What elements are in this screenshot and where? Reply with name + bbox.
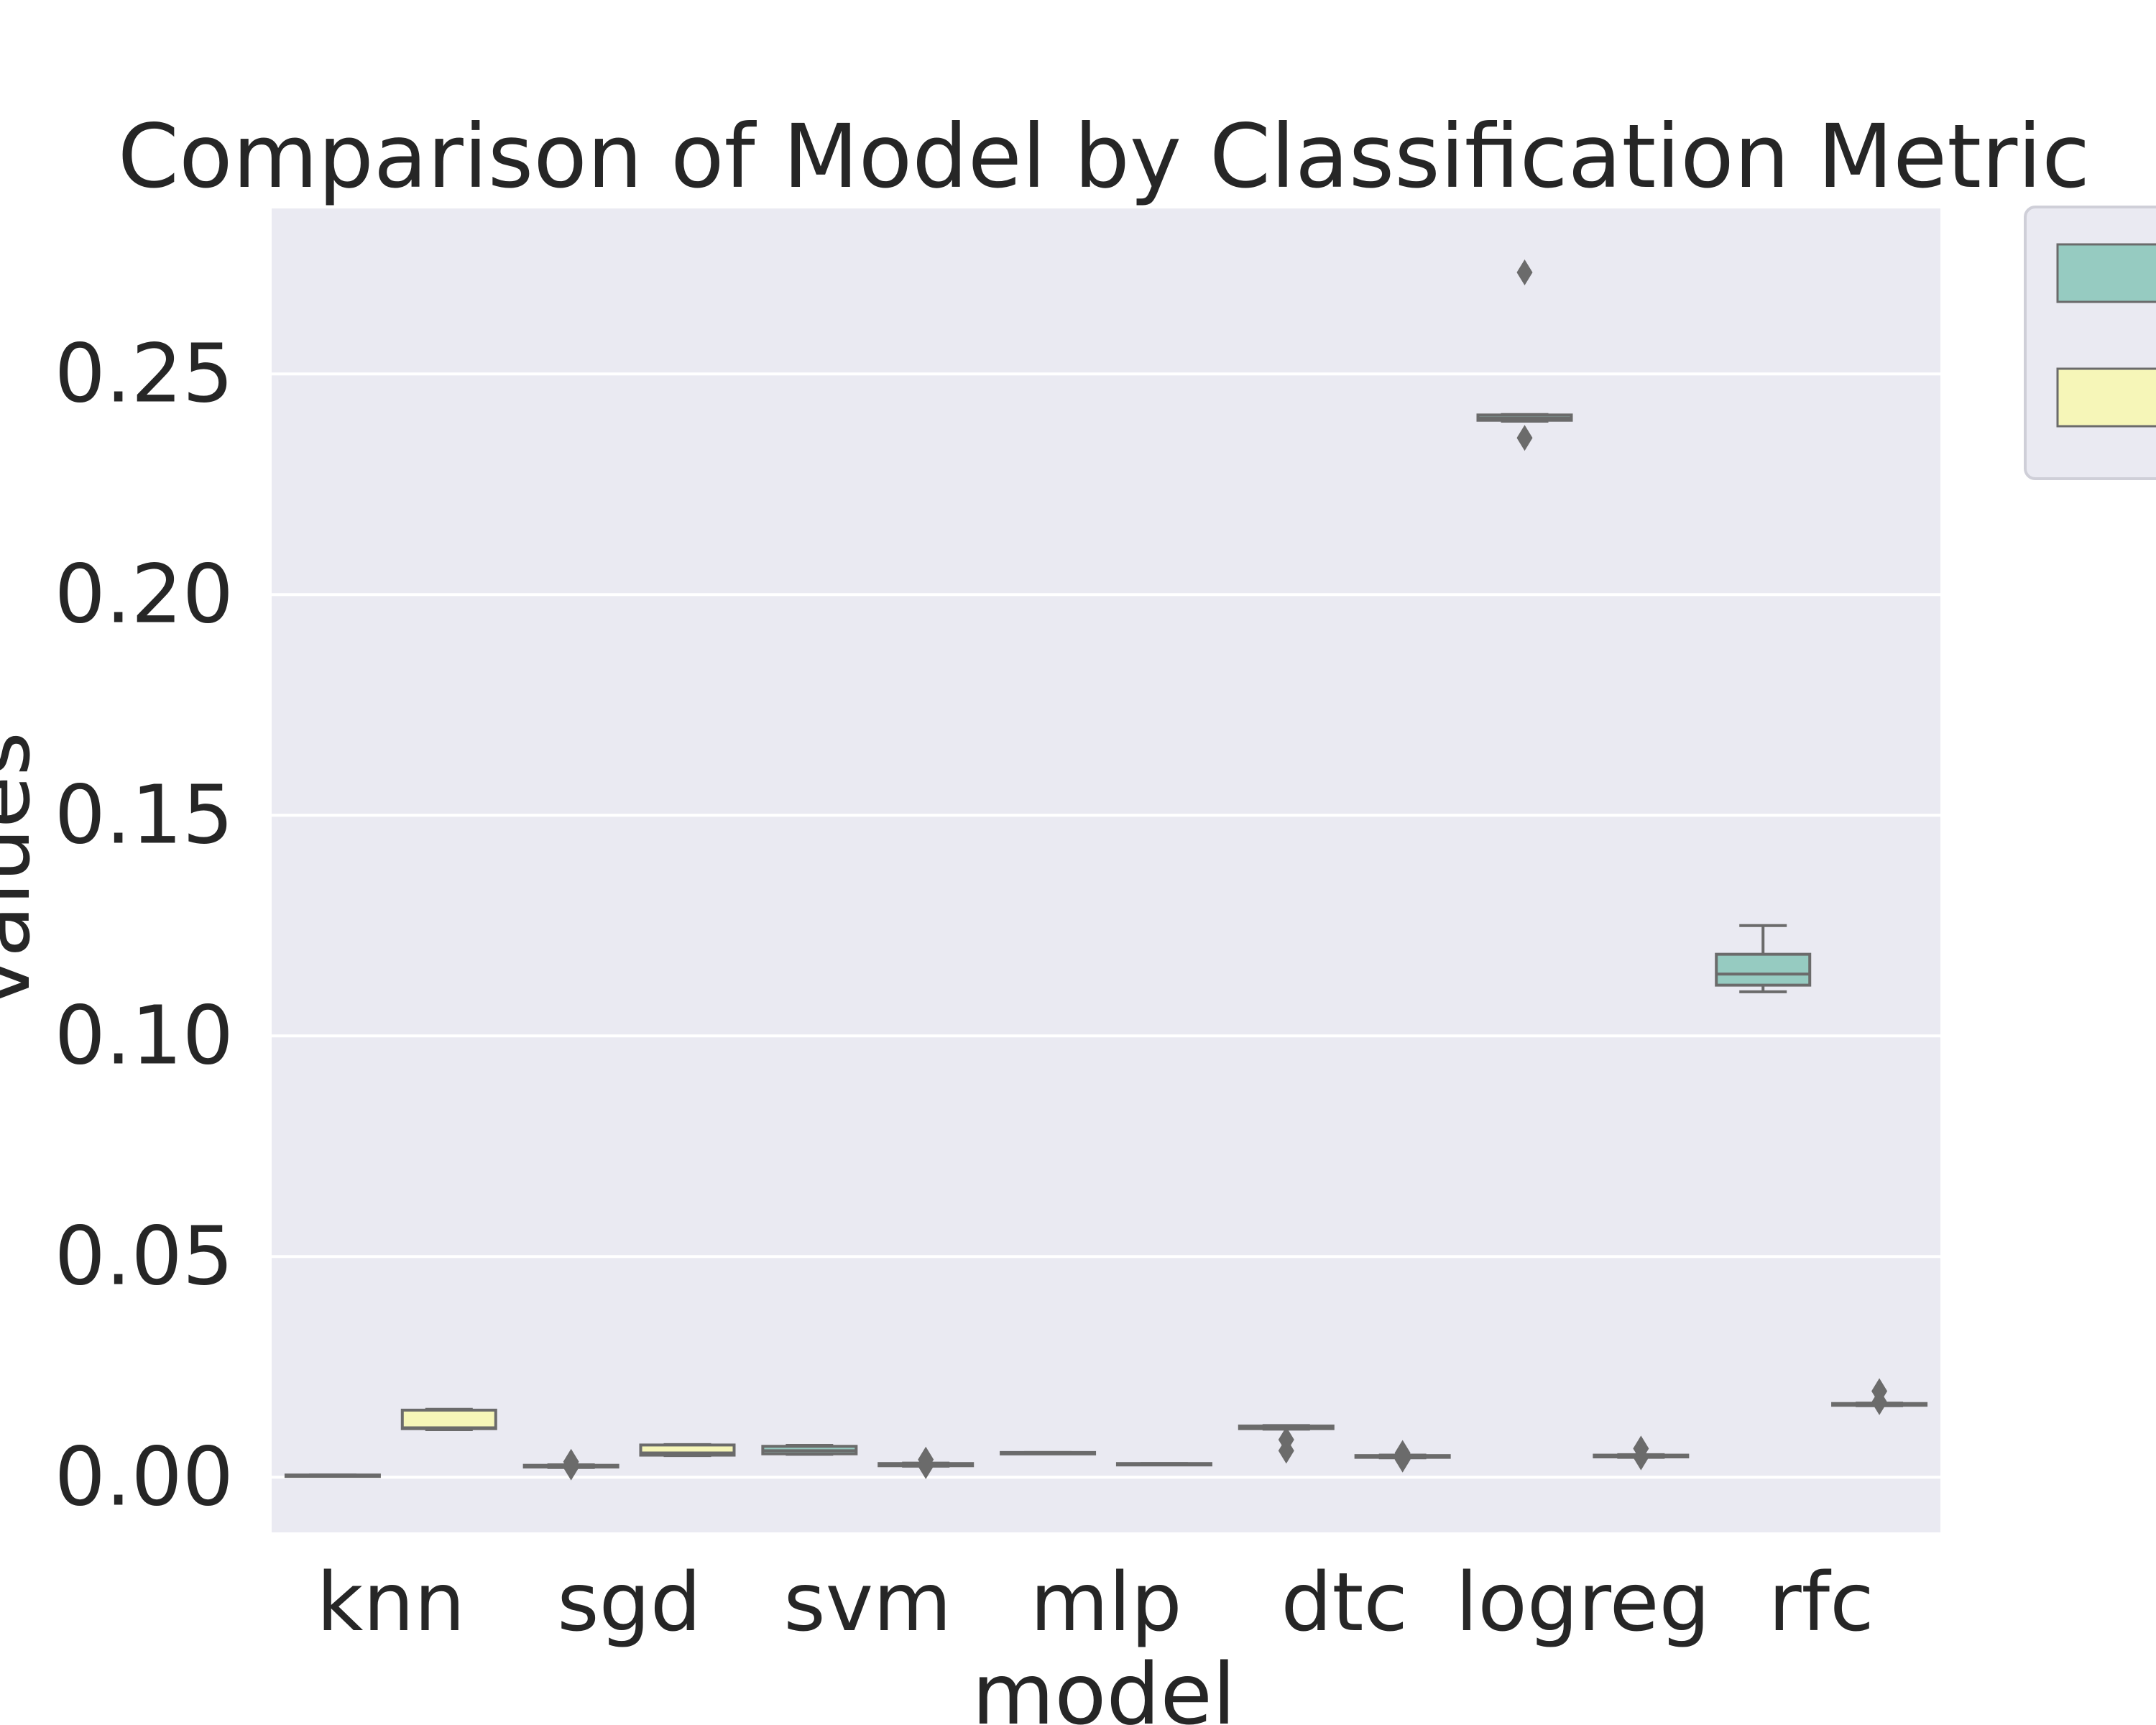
outlier-point <box>1394 1446 1411 1473</box>
box-body <box>1715 952 1812 987</box>
box-mlp-series-1 <box>1000 1450 1097 1455</box>
box-svm-series-2 <box>877 1446 975 1479</box>
legend-entries <box>2056 243 2156 428</box>
y-tick-label: 0.10 <box>55 989 234 1082</box>
legend <box>2024 206 2156 480</box>
outlier-point <box>1871 1389 1888 1415</box>
box-sgd-series-1 <box>522 1448 619 1481</box>
outlier-point <box>563 1454 579 1481</box>
box-knn-series-2 <box>400 1407 497 1431</box>
outlier-point <box>1516 425 1533 451</box>
y-tick-label: 0.15 <box>55 768 234 862</box>
y-tick-label: 0.05 <box>55 1210 234 1303</box>
box-knn-series-1 <box>284 1473 381 1478</box>
box-logreg-series-1 <box>1476 259 1573 451</box>
box-rfc-series-1 <box>1715 924 1812 993</box>
box-logreg-series-2 <box>1593 1435 1690 1471</box>
y-tick-label: 0.20 <box>55 548 234 641</box>
box-dtc-series-1 <box>1238 1424 1335 1464</box>
x-axis-label: model <box>972 1644 1235 1725</box>
x-tick-labels: knn sgd svm mlp dtc logreg rfc <box>316 1556 1874 1650</box>
x-tick-label: logreg <box>1455 1556 1710 1650</box>
box-sgd-series-2 <box>639 1443 736 1458</box>
box-body <box>400 1408 497 1430</box>
outlier-point <box>1633 1444 1649 1471</box>
gridlines <box>272 372 1940 1479</box>
y-tick-label: 0.25 <box>55 327 234 420</box>
legend-swatch-2 <box>2056 367 2156 428</box>
outlier-point <box>1278 1438 1294 1464</box>
box-dtc-series-2 <box>1354 1440 1451 1473</box>
box-svm-series-1 <box>761 1444 858 1456</box>
x-tick-label: dtc <box>1281 1556 1408 1650</box>
x-tick-label: mlp <box>1030 1556 1181 1650</box>
legend-swatch-1 <box>2056 243 2156 303</box>
box-plots <box>284 259 1928 1481</box>
x-tick-label: knn <box>316 1556 465 1650</box>
x-tick-label: sgd <box>557 1556 701 1650</box>
x-tick-label: rfc <box>1769 1556 1874 1650</box>
box-rfc-series-2 <box>1831 1378 1928 1415</box>
box-mlp-series-2 <box>1115 1462 1212 1467</box>
y-tick-label: 0.00 <box>55 1430 234 1524</box>
x-tick-label: svm <box>783 1556 952 1650</box>
chart-title: Comparison of Model by Classification Me… <box>118 106 2090 208</box>
y-axis-label: values <box>0 732 49 1008</box>
y-tick-labels: 0.00 0.05 0.10 0.15 0.20 0.25 <box>55 327 234 1524</box>
plot-area <box>272 208 1940 1532</box>
outlier-point <box>1516 259 1533 286</box>
outlier-point <box>918 1453 934 1479</box>
